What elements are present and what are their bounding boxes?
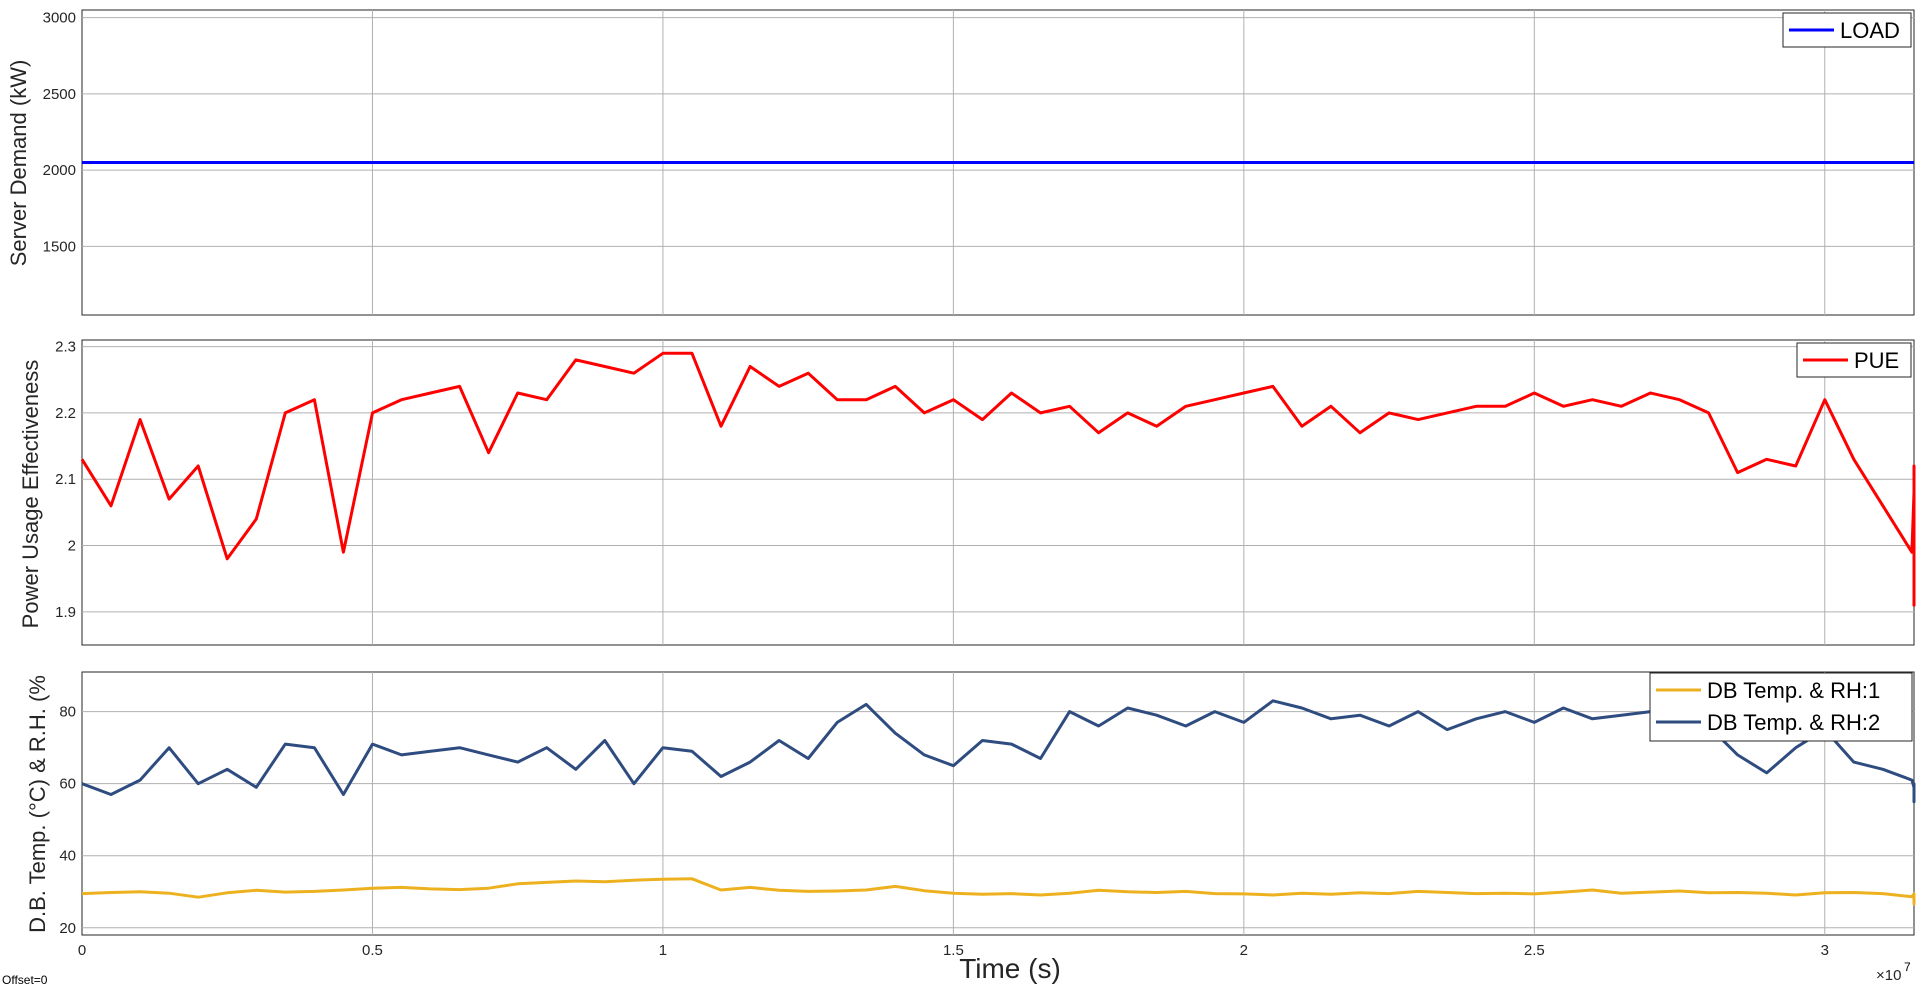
temp-rh-ytick-labels: 20 40 60 80 bbox=[59, 704, 76, 937]
pue-ytick-label: 2 bbox=[68, 538, 76, 555]
time-xtick-label: 2.5 bbox=[1524, 942, 1545, 959]
server-demand-ytick-labels: 1500 2000 2500 3000 bbox=[43, 10, 76, 256]
pue-ytick-label: 1.9 bbox=[55, 604, 76, 621]
legend-label-db-temp-rh-2: DB Temp. & RH:2 bbox=[1707, 710, 1880, 735]
pue-ytick-label: 2.3 bbox=[55, 339, 76, 356]
server-demand-ytick-label: 2500 bbox=[43, 86, 76, 103]
temp-rh-ylabel: D.B. Temp. (°C) & R.H. (% bbox=[25, 675, 50, 933]
temp-rh-ytick-label: 80 bbox=[59, 704, 76, 721]
legend-label-pue: PUE bbox=[1854, 348, 1899, 373]
pue-panel: 1.922.12.22.3 Power Usage Effectiveness … bbox=[18, 339, 1916, 646]
server-demand-ytick-label: 2000 bbox=[43, 162, 76, 179]
pue-axes bbox=[81, 339, 1915, 646]
legend-box bbox=[1649, 672, 1913, 742]
pue-grid bbox=[82, 340, 1914, 645]
pue-ytick-labels: 1.9 2 2.1 2.2 2.3 bbox=[55, 339, 76, 621]
server-demand-ylabel: Server Demand (kW) bbox=[6, 60, 31, 267]
legend-label-load: LOAD bbox=[1840, 18, 1900, 43]
x-exponent-label: ×10 7 bbox=[1876, 960, 1911, 984]
server-demand-ytick-label: 1500 bbox=[43, 238, 76, 255]
time-xtick-label: 0 bbox=[78, 942, 86, 959]
pue-legend: PUE bbox=[1796, 342, 1912, 378]
x-exponent-power: 7 bbox=[1904, 960, 1911, 974]
pue-ylabel: Power Usage Effectiveness bbox=[18, 360, 43, 629]
server-demand-panel: 1500 2000 2500 3000 Server Demand (kW) LOAD bbox=[6, 9, 1915, 316]
time-xtick-label: 1.5 bbox=[943, 942, 964, 959]
series-line-db-temp-rh-1 bbox=[81, 877, 1916, 906]
x-exponent-base: ×10 bbox=[1876, 967, 1901, 984]
server-demand-grid bbox=[82, 10, 1914, 315]
temp-rh-panel: 20 40 60 80 0 0.5 1 1.5 2 2.5 3 D.B. Temp. (°C) &… bbox=[25, 671, 1916, 959]
time-xtick-labels: 0 0.5 1 1.5 2 2.5 3 bbox=[78, 942, 1829, 959]
time-xlabel: Time (s) bbox=[959, 953, 1061, 984]
temp-rh-ytick-label: 40 bbox=[59, 848, 76, 865]
load-legend: LOAD bbox=[1782, 12, 1912, 48]
legend-label-db-temp-rh-1: DB Temp. & RH:1 bbox=[1707, 678, 1880, 703]
server-demand-ytick-label: 3000 bbox=[43, 10, 76, 27]
time-xtick-label: 1 bbox=[659, 942, 667, 959]
time-xtick-label: 0.5 bbox=[362, 942, 383, 959]
pue-ytick-label: 2.2 bbox=[55, 405, 76, 422]
temp-rh-ytick-label: 20 bbox=[59, 920, 76, 937]
series-line-pue bbox=[80, 351, 1916, 607]
series-line-db-temp-rh-2 bbox=[81, 699, 1916, 804]
time-xtick-label: 2 bbox=[1240, 942, 1248, 959]
temp-rh-legend: DB Temp. & RH:1 DB Temp. & RH:2 bbox=[1649, 672, 1913, 742]
temp-rh-ytick-label: 60 bbox=[59, 776, 76, 793]
temp-rh-series bbox=[81, 699, 1916, 906]
pue-ytick-label: 2.1 bbox=[55, 471, 76, 488]
temp-rh-grid bbox=[82, 672, 1914, 935]
pue-series bbox=[80, 351, 1916, 607]
offset-label: Offset=0 bbox=[2, 973, 48, 986]
time-xtick-label: 3 bbox=[1821, 942, 1829, 959]
